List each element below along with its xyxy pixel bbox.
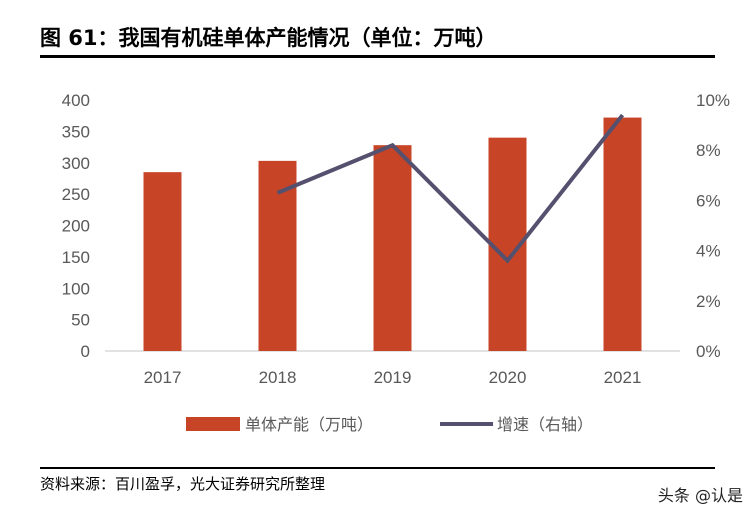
left-axis-tick-label: 0	[81, 342, 90, 361]
right-axis-tick-label: 10%	[696, 91, 730, 110]
left-axis-tick-label: 350	[62, 122, 90, 141]
x-axis-tick-label: 2018	[259, 368, 297, 387]
right-axis-tick-label: 4%	[696, 242, 721, 261]
bar	[603, 117, 642, 351]
left-axis-tick-label: 100	[62, 279, 90, 298]
x-axis-tick-label: 2021	[604, 368, 642, 387]
bar	[373, 145, 412, 351]
left-axis-tick-label: 250	[62, 185, 90, 204]
growth-line	[276, 113, 625, 264]
left-axis-tick-label: 300	[62, 154, 90, 173]
source-divider	[40, 467, 715, 469]
x-axis-tick-label: 2020	[489, 368, 527, 387]
legend-swatch-bar	[186, 417, 240, 431]
left-axis-tick-label: 200	[62, 217, 90, 236]
title-divider	[40, 55, 715, 58]
right-axis-tick-label: 8%	[696, 141, 721, 160]
left-axis-tick-label: 150	[62, 248, 90, 267]
x-axis-tick-label: 2017	[144, 368, 182, 387]
chart-title: 图 61：我国有机硅单体产能情况（单位：万吨）	[40, 26, 497, 50]
right-axis-tick-label: 2%	[696, 292, 721, 311]
left-axis-tick-label: 400	[62, 91, 90, 110]
bar	[143, 172, 182, 351]
source-note: 资料来源：百川盈孚，光大证券研究所整理	[40, 475, 326, 493]
left-axis-tick-label: 50	[71, 311, 90, 330]
x-axis-tick-label: 2019	[374, 368, 412, 387]
watermark: 头条 @认是	[657, 486, 743, 505]
legend-label-bar: 单体产能（万吨）	[245, 415, 373, 434]
legend-label-line: 增速（右轴）	[497, 415, 593, 434]
right-axis-tick-label: 0%	[696, 342, 721, 361]
right-axis-tick-label: 6%	[696, 191, 721, 210]
